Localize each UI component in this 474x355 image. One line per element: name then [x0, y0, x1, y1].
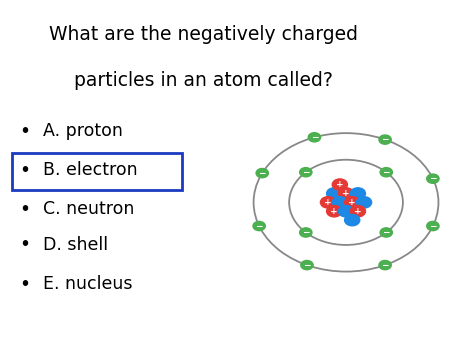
Text: D. shell: D. shell — [43, 236, 108, 254]
Text: E. nucleus: E. nucleus — [43, 275, 132, 293]
Circle shape — [327, 206, 342, 217]
Text: +: + — [324, 198, 332, 207]
Circle shape — [427, 174, 439, 183]
Circle shape — [379, 135, 391, 144]
Text: −: − — [381, 261, 389, 269]
Text: •: • — [19, 161, 30, 180]
Circle shape — [332, 197, 347, 208]
Text: −: − — [302, 228, 310, 237]
Text: −: − — [255, 222, 263, 230]
Text: −: − — [303, 261, 311, 269]
Text: −: − — [302, 168, 310, 177]
Circle shape — [345, 214, 360, 226]
Text: +: + — [348, 198, 356, 207]
Text: C. neutron: C. neutron — [43, 201, 134, 218]
Circle shape — [253, 222, 265, 231]
Text: •: • — [19, 235, 30, 255]
Text: +: + — [330, 207, 338, 216]
Text: −: − — [381, 135, 389, 144]
Text: •: • — [19, 122, 30, 141]
Circle shape — [427, 222, 439, 231]
Circle shape — [320, 197, 336, 208]
Circle shape — [380, 228, 392, 237]
Text: +: + — [354, 207, 362, 216]
Text: particles in an atom called?: particles in an atom called? — [74, 71, 333, 90]
Text: −: − — [383, 168, 390, 177]
Circle shape — [308, 133, 320, 142]
Circle shape — [379, 261, 391, 270]
Circle shape — [256, 169, 268, 178]
Circle shape — [332, 179, 347, 190]
Circle shape — [345, 197, 360, 208]
Text: +: + — [336, 180, 344, 189]
Circle shape — [356, 197, 372, 208]
Circle shape — [350, 188, 365, 199]
Text: −: − — [258, 169, 266, 178]
Text: −: − — [383, 228, 390, 237]
Text: A. proton: A. proton — [43, 122, 123, 140]
Text: B. electron: B. electron — [43, 162, 137, 179]
Circle shape — [350, 206, 365, 217]
Circle shape — [327, 188, 342, 199]
Circle shape — [301, 261, 313, 270]
Circle shape — [300, 228, 312, 237]
Circle shape — [380, 168, 392, 177]
Text: −: − — [310, 133, 318, 142]
Circle shape — [338, 188, 354, 199]
Circle shape — [338, 206, 354, 217]
Text: •: • — [19, 274, 30, 294]
Text: −: − — [429, 174, 437, 183]
Text: •: • — [19, 200, 30, 219]
Text: What are the negatively charged: What are the negatively charged — [49, 25, 358, 44]
Text: −: − — [429, 222, 437, 230]
Circle shape — [300, 168, 312, 177]
Text: +: + — [342, 189, 350, 198]
